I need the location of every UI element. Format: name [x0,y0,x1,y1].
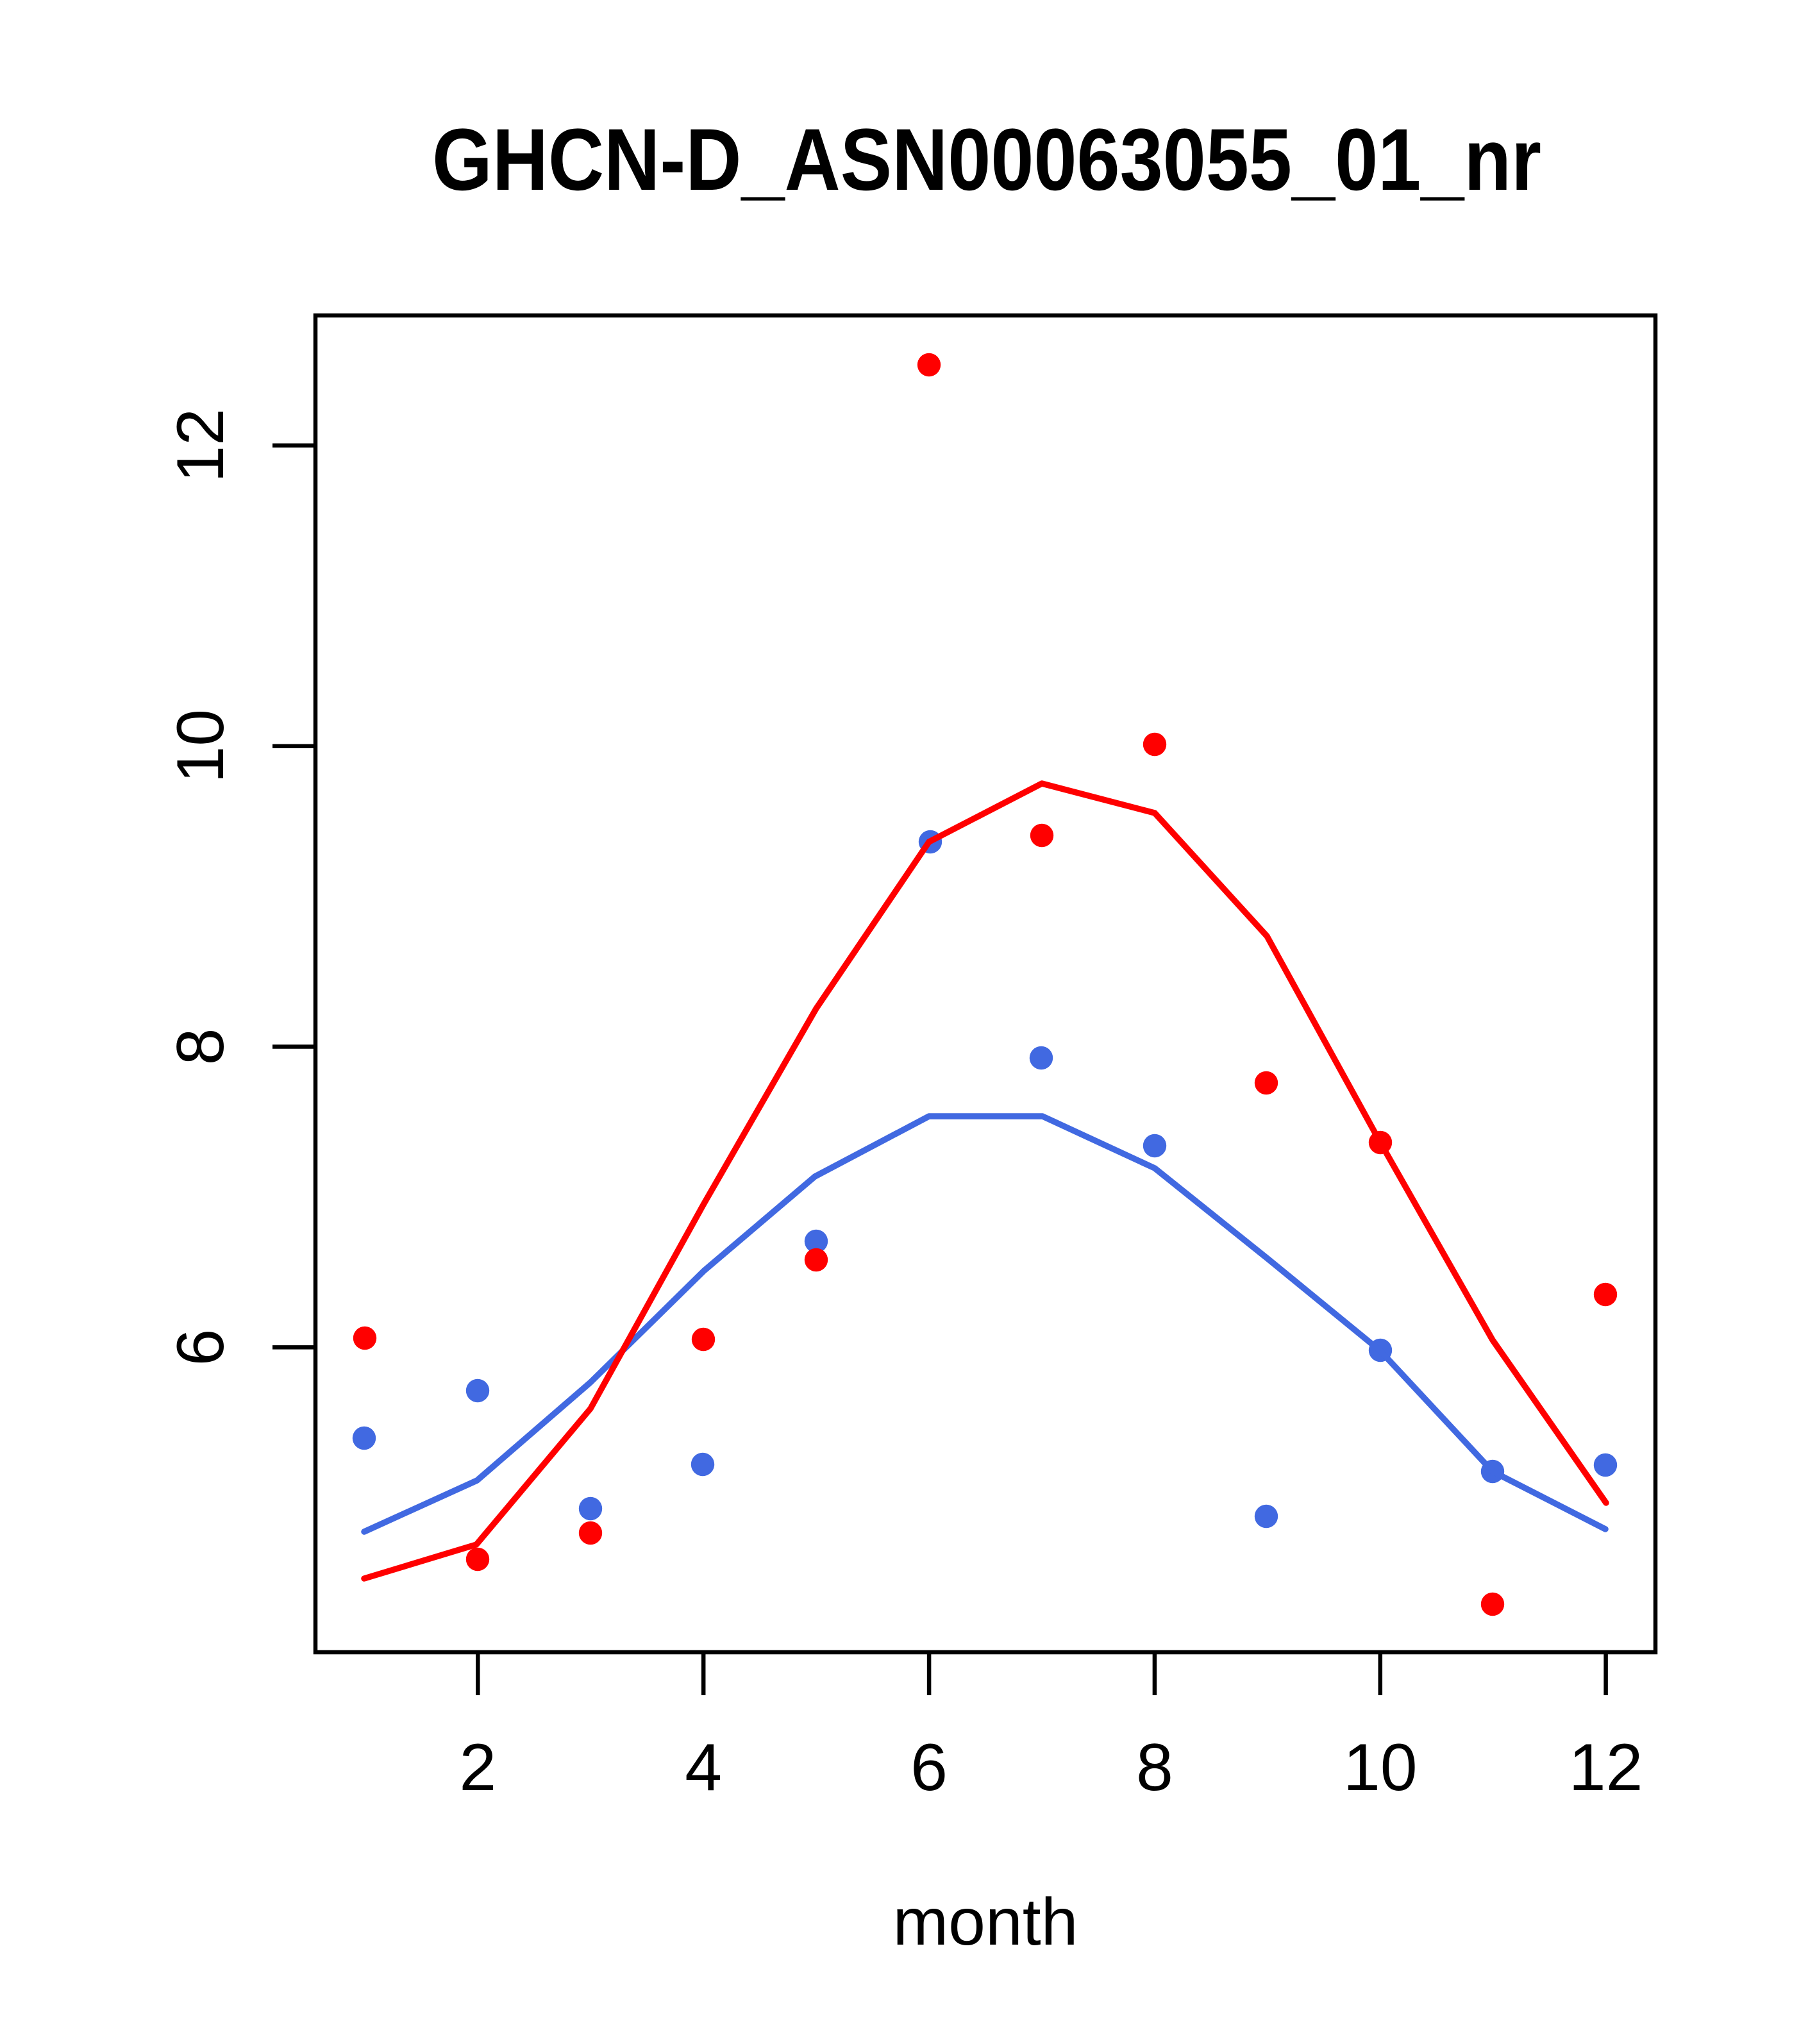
svg-text:12: 12 [163,408,238,483]
svg-text:12: 12 [1569,1730,1643,1805]
svg-text:6: 6 [163,1328,238,1366]
svg-text:6: 6 [910,1730,948,1805]
svg-text:month: month [892,1885,1078,1959]
svg-text:10: 10 [163,709,238,783]
svg-text:8: 8 [163,1028,238,1066]
svg-text:2: 2 [459,1730,496,1805]
svg-text:4: 4 [685,1730,722,1805]
svg-text:GHCN-D_ASN00063055_01_nr: GHCN-D_ASN00063055_01_nr [432,111,1541,209]
svg-text:8: 8 [1136,1730,1173,1805]
svg-text:10: 10 [1343,1730,1418,1805]
